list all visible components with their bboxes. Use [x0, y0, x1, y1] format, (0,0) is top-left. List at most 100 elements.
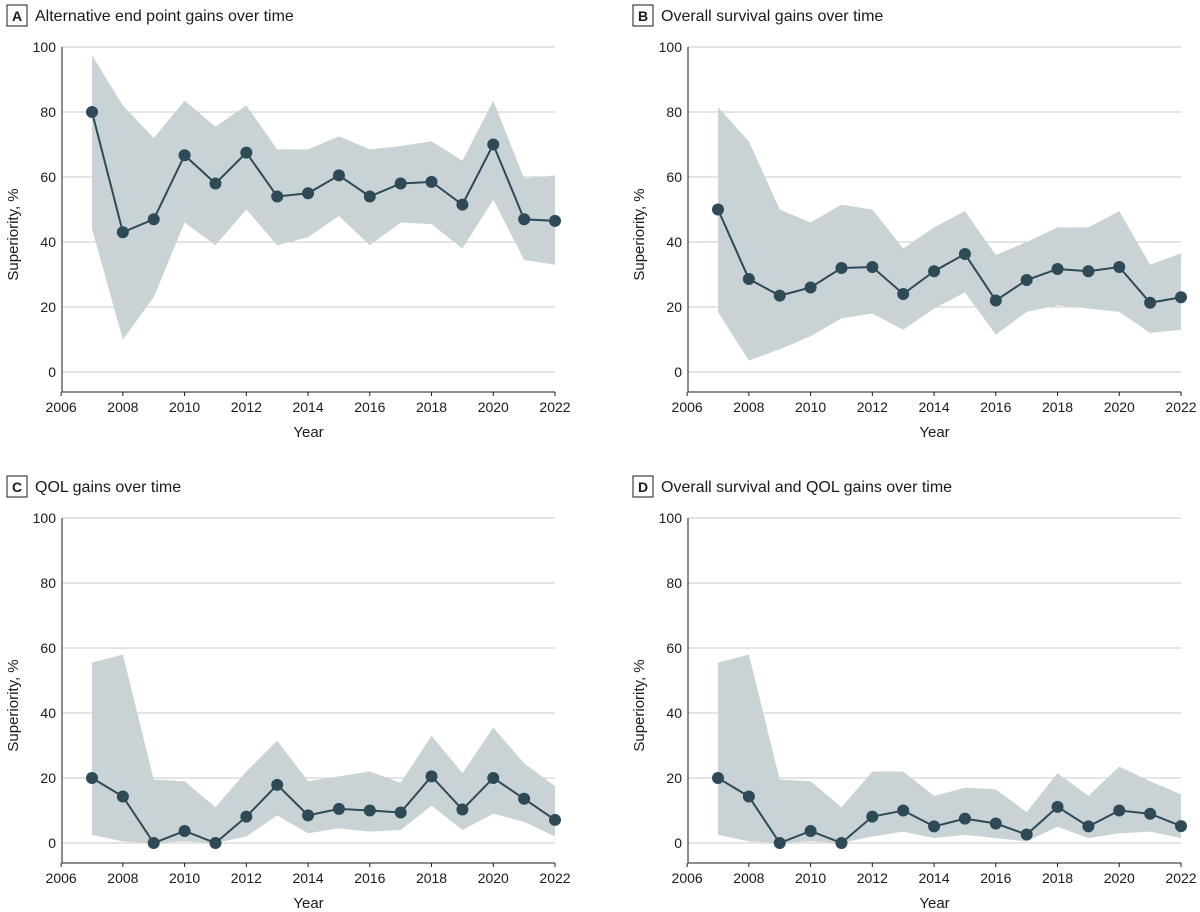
panel-letter-box	[632, 4, 654, 27]
x-tick-label: 2010	[169, 870, 200, 886]
x-tick-label: 2020	[1104, 870, 1135, 886]
y-tick-label: 100	[33, 510, 57, 526]
series-line	[717, 209, 1182, 304]
data-point	[1175, 820, 1187, 833]
panel-title: Overall survival and QOL gains over time	[661, 479, 952, 496]
y-axis-label: Superiority, %	[5, 188, 22, 280]
confidence-band	[718, 107, 1181, 361]
y-tick-label: 100	[33, 39, 57, 55]
data-point	[1051, 262, 1064, 275]
data-point	[712, 203, 724, 216]
panel-letter: B	[638, 8, 648, 24]
data-point	[271, 778, 284, 791]
data-point	[363, 804, 376, 817]
x-tick-label: 2020	[478, 399, 509, 415]
data-point	[456, 803, 469, 816]
y-tick-label: 80	[666, 104, 682, 120]
data-point	[240, 146, 253, 159]
x-tick-label: 2020	[1104, 399, 1135, 415]
data-point	[1113, 804, 1126, 817]
x-tick-label: 2006	[46, 399, 77, 415]
data-point	[394, 806, 407, 819]
panel-letter-box	[6, 4, 28, 27]
x-tick-label: 2018	[1042, 870, 1073, 886]
data-point	[773, 837, 786, 849]
x-tick-label: 2006	[672, 870, 703, 886]
data-point	[425, 175, 438, 188]
data-point	[742, 790, 755, 803]
x-tick-label: 2012	[857, 399, 888, 415]
x-tick-label: 2012	[231, 399, 262, 415]
data-point	[742, 273, 755, 286]
data-point	[86, 772, 98, 784]
data-point	[549, 813, 561, 826]
data-point	[928, 265, 941, 278]
data-point	[928, 820, 941, 833]
panel-letter-box	[632, 475, 654, 498]
x-tick-label: 2022	[539, 399, 570, 415]
x-tick-label: 2020	[478, 870, 509, 886]
panel-c: C QOL gains over time 0 20 40 60 80 100 2006 2008…	[5, 475, 571, 912]
y-tick-label: 20	[666, 770, 682, 786]
data-point	[804, 824, 817, 837]
y-tick-label: 80	[666, 575, 682, 591]
data-point	[487, 772, 500, 784]
series-line	[91, 111, 556, 234]
y-tick-label: 20	[666, 299, 682, 315]
x-tick-label: 2008	[733, 870, 764, 886]
x-tick-label: 2014	[292, 870, 323, 886]
data-point	[897, 288, 910, 300]
y-tick-label: 40	[666, 705, 682, 721]
x-tick-label: 2018	[1042, 399, 1073, 415]
y-tick-label: 40	[40, 705, 56, 721]
data-point	[271, 190, 284, 203]
data-point	[394, 177, 407, 190]
x-tick-label: 2016	[980, 870, 1011, 886]
x-axis-label: Year	[293, 424, 323, 441]
data-point	[958, 248, 971, 261]
panel-letter-box	[6, 475, 28, 498]
y-axis-label: Superiority, %	[5, 659, 22, 751]
data-point	[302, 187, 315, 200]
series-line	[91, 774, 556, 845]
data-point	[549, 214, 561, 227]
x-tick-label: 2014	[292, 399, 323, 415]
x-tick-label: 2022	[1165, 870, 1196, 886]
x-tick-label: 2010	[169, 399, 200, 415]
x-axis-label: Year	[919, 424, 949, 441]
data-point	[835, 262, 848, 274]
data-point	[147, 213, 160, 226]
panel-a: A Alternative end point gains over time 0 2…	[5, 4, 571, 441]
y-tick-label: 0	[674, 364, 682, 380]
data-point	[86, 106, 98, 118]
data-point	[209, 837, 222, 849]
y-tick-label: 100	[659, 39, 683, 55]
data-point	[1082, 820, 1095, 833]
x-tick-label: 2022	[1165, 399, 1196, 415]
panel-b: B Overall survival gains over time 0 20 40 60…	[631, 4, 1197, 441]
y-tick-label: 60	[666, 640, 682, 656]
x-tick-label: 2010	[795, 870, 826, 886]
x-tick-label: 2014	[918, 399, 949, 415]
x-tick-label: 2018	[416, 399, 447, 415]
data-point	[1082, 265, 1095, 278]
y-tick-label: 100	[659, 510, 683, 526]
data-point	[989, 817, 1002, 830]
y-tick-label: 40	[40, 234, 56, 250]
y-tick-label: 0	[48, 364, 56, 380]
x-tick-label: 2008	[107, 870, 138, 886]
data-point	[116, 790, 129, 803]
data-point	[1020, 828, 1033, 841]
x-tick-label: 2016	[354, 399, 385, 415]
x-tick-label: 2018	[416, 870, 447, 886]
panel-letter: A	[12, 8, 22, 24]
data-point	[866, 810, 879, 823]
confidence-band	[92, 654, 555, 843]
data-point	[712, 772, 724, 784]
data-point	[1144, 296, 1157, 309]
panel-title: Alternative end point gains over time	[35, 8, 294, 25]
y-axis-label: Superiority, %	[631, 188, 648, 280]
x-tick-label: 2022	[539, 870, 570, 886]
data-point	[240, 810, 253, 823]
